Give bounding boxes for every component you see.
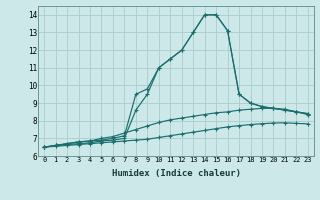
X-axis label: Humidex (Indice chaleur): Humidex (Indice chaleur) (111, 169, 241, 178)
